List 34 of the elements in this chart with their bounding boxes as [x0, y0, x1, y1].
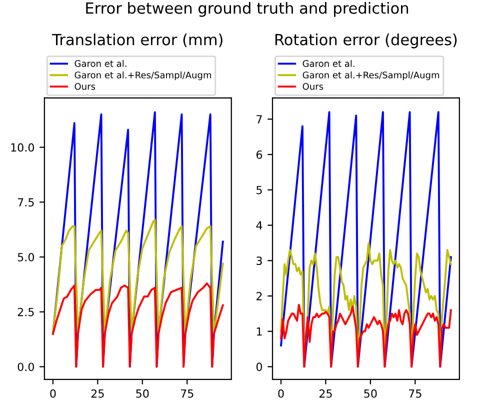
x-tick-label: 0	[278, 389, 284, 398]
legend-label: Ours	[302, 83, 324, 90]
line-series	[280, 111, 452, 368]
y-tick-label: 10.0	[11, 143, 34, 152]
x-tick-label: 75	[180, 390, 194, 398]
x-tick-label: 50	[364, 389, 377, 398]
line-series	[280, 304, 452, 368]
y-tick-label: 1	[256, 327, 262, 336]
y-tick-label: 7.5	[18, 198, 34, 207]
legend-label: Ours	[74, 83, 96, 90]
y-tick-label: 5	[256, 186, 262, 194]
x-tick-label: 25	[319, 389, 332, 398]
x-tick-label: 25	[91, 389, 104, 398]
line-series	[52, 282, 224, 368]
chart-title: Rotation error (degrees)	[275, 34, 457, 48]
y-tick-label: 0.0	[18, 362, 34, 372]
legend-label: Garon et al.+Res/Sampl/Augm	[74, 71, 211, 80]
y-tick-label: 3	[256, 256, 262, 265]
y-tick-label: 7	[256, 115, 262, 124]
x-tick-label: 0	[50, 389, 56, 398]
chart-title: Error between ground truth and prediction	[86, 2, 408, 17]
x-tick-label: 75	[408, 390, 422, 398]
y-tick-label: 6	[256, 150, 262, 159]
y-tick-label: 2	[256, 292, 262, 300]
x-tick-label: 50	[136, 389, 149, 398]
y-tick-label: 5.0	[18, 252, 34, 262]
y-tick-label: 0	[256, 362, 262, 372]
y-tick-label: 4	[256, 221, 262, 230]
legend-label: Garon et al.	[302, 60, 354, 67]
legend-label: Garon et al.+Res/Sampl/Augm	[302, 71, 440, 80]
line-series	[52, 218, 224, 335]
chart-subtitle: Translation error (mm)	[52, 34, 222, 48]
y-tick-label: 2.5	[18, 308, 34, 316]
legend-label: Garon et al.	[74, 60, 126, 67]
